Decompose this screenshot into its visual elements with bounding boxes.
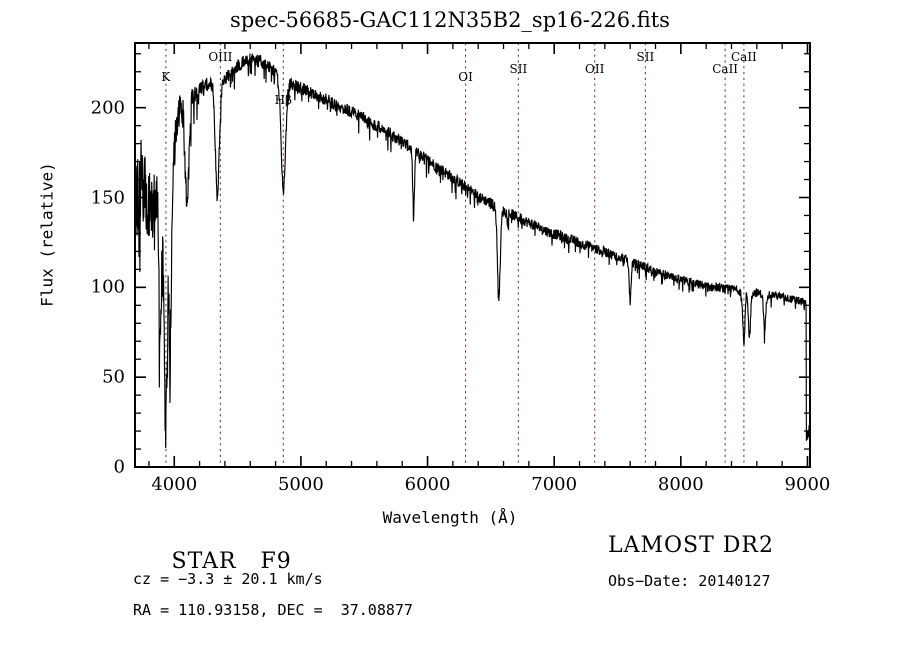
spectral-line-label: CaII [712,62,739,76]
survey-label: LAMOST DR2 [608,533,774,558]
x-tick-label: 5000 [277,474,324,495]
page-title: spec-56685-GAC112N35B2_sp16-226.fits [230,8,670,32]
y-tick-label: 200 [90,97,125,119]
obs-date-line: Obs−Date: 20140127 [608,572,771,590]
x-tick-label: 9000 [784,474,831,495]
spectral-line-label: CaII [730,50,757,64]
spectral-line-markers [165,43,745,467]
spectral-line-label: SII [509,62,528,76]
x-tick-label: 8000 [657,474,704,495]
y-axis-label: Flux (relative) [37,162,57,307]
spectral-line-label: K [161,70,171,84]
y-tick-label: 0 [113,456,125,478]
object-type-label: STAR [171,549,237,574]
footer-object-line: STAR F9 [133,530,292,593]
y-tick-label: 50 [102,366,125,388]
x-tick-label: 6000 [404,474,451,495]
spectral-line-label: OI [458,70,473,84]
cz-line: cz = −3.3 ± 20.1 km/s [133,570,323,588]
spectrum-trace [135,53,810,449]
coordinates-line: RA = 110.93158, DEC = 37.08877 [133,601,413,619]
spectral-line-label: Hβ [274,93,292,107]
x-tick-label: 7000 [531,474,578,495]
spectral-line-label: OII [585,62,605,76]
x-axis-label: Wavelength (Å) [382,508,518,527]
spectral-line-label: OIII [208,50,233,64]
spectral-line-label: SII [636,50,655,64]
plot-frame [134,42,811,468]
x-tick-label: 4000 [151,474,198,495]
spectral-class-label: F9 [260,549,292,574]
y-tick-label: 100 [90,276,125,298]
y-tick-label: 150 [90,187,125,208]
